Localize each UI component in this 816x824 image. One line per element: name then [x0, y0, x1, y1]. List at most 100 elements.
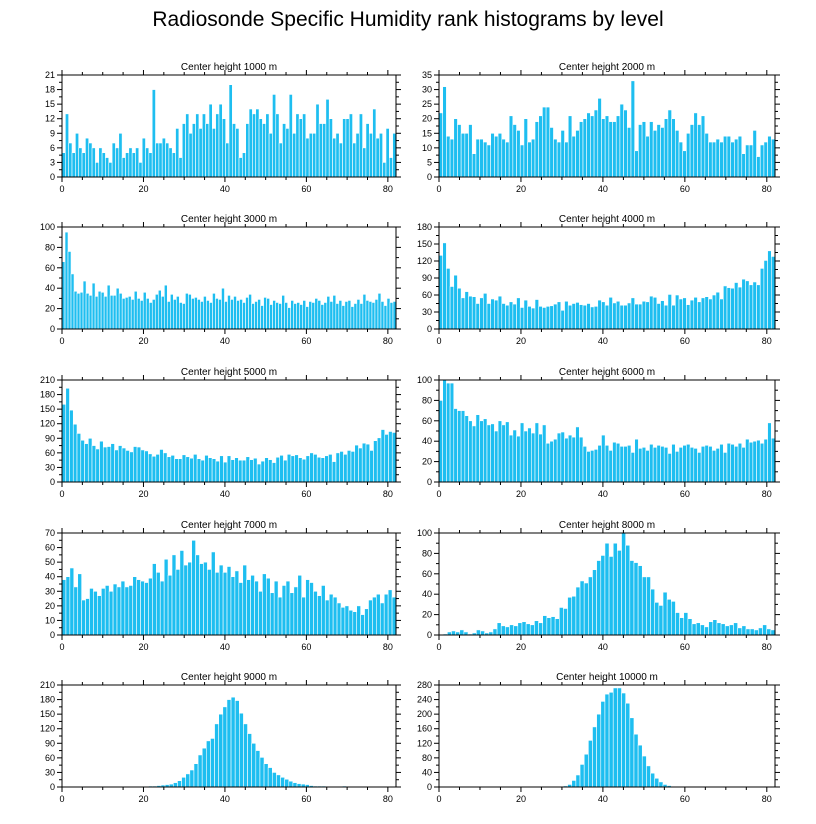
x-tick-label: 40	[598, 489, 608, 499]
histogram-bar	[215, 113, 220, 178]
histogram-bar	[328, 454, 333, 483]
histogram-bar	[98, 147, 103, 178]
histogram-bar	[652, 447, 658, 483]
histogram-bar	[601, 301, 606, 330]
histogram-bar	[545, 306, 551, 330]
histogram-bar	[623, 445, 628, 483]
histogram-bar	[294, 454, 299, 483]
y-tick-label: 120	[417, 738, 432, 748]
histogram-bar	[245, 297, 249, 330]
y-tick-label: 0	[427, 782, 432, 792]
histogram-bar	[645, 135, 650, 178]
panel-title: Center height 5000 m	[181, 367, 277, 378]
y-tick-label: 90	[45, 433, 55, 443]
histogram-bar	[704, 132, 709, 178]
histogram-bar	[654, 602, 660, 636]
histogram-bar	[604, 542, 610, 636]
histogram-bar	[749, 628, 755, 636]
histogram-bar	[78, 147, 83, 178]
histogram-bar	[133, 446, 138, 483]
histogram-bar	[382, 162, 387, 178]
y-tick-label: 100	[417, 528, 432, 538]
histogram-bar	[93, 590, 98, 636]
histogram-bar	[660, 445, 665, 483]
x-tick-label: 20	[516, 489, 526, 499]
histogram-bar	[136, 579, 141, 636]
x-tick-label: 0	[436, 184, 441, 194]
histogram-bar	[486, 144, 491, 178]
histogram-bar	[64, 231, 69, 330]
y-tick-label: 20	[45, 601, 55, 611]
histogram-bar	[250, 574, 255, 636]
histogram-bar	[468, 124, 473, 178]
histogram-bar	[288, 94, 293, 178]
y-tick-label: 150	[417, 239, 432, 249]
histogram-bar	[480, 630, 485, 636]
histogram-bar	[767, 250, 772, 330]
histogram-bar	[342, 118, 347, 178]
histogram-bar	[133, 290, 138, 330]
histogram-bar	[715, 448, 720, 483]
y-tick-label: 0	[50, 630, 55, 640]
panel-title: Center height 2000 m	[559, 62, 655, 73]
histogram-bar	[106, 284, 111, 330]
y-tick-label: 10	[422, 143, 432, 153]
histogram-bar	[586, 112, 591, 178]
histogram-bar	[691, 623, 697, 636]
histogram-bar	[211, 458, 217, 483]
histogram-bar	[723, 452, 728, 483]
histogram-bar	[678, 298, 683, 330]
x-tick-label: 20	[138, 642, 148, 652]
x-tick-label: 20	[516, 642, 526, 652]
histogram-bar	[167, 574, 173, 636]
histogram-panel: Center height 2000 m 0 20 40 60 80 0 5 10 15 20 25 3…	[422, 62, 780, 194]
histogram-bar	[711, 294, 717, 330]
histogram-bar	[695, 622, 701, 636]
histogram-bar	[483, 418, 488, 483]
histogram-panel: Center height 10000 m 0 20 40 60 80 0 40 80 120 16…	[417, 672, 780, 804]
histogram-bar	[335, 452, 341, 483]
histogram-bar	[125, 450, 130, 483]
histogram-bar	[608, 556, 614, 636]
histogram-bar	[534, 620, 539, 636]
histogram-bar	[151, 455, 157, 483]
histogram-bar	[278, 142, 283, 178]
panel-title: Center height 4000 m	[559, 214, 655, 225]
histogram-bar	[763, 438, 768, 483]
histogram-bar	[174, 458, 179, 483]
histogram-bar	[623, 109, 628, 178]
histogram-bar	[737, 286, 743, 330]
histogram-bar	[189, 769, 195, 788]
histogram-bar	[612, 441, 617, 483]
histogram-bar	[497, 132, 503, 178]
histogram-bar	[308, 301, 313, 330]
histogram-bar	[175, 128, 180, 178]
histogram-bar	[711, 450, 717, 483]
histogram-bar	[335, 132, 340, 178]
histogram-bar	[368, 132, 373, 178]
histogram-bar	[203, 561, 208, 636]
x-tick-label: 0	[436, 336, 441, 346]
histogram-bar	[737, 627, 743, 636]
histogram-bar	[567, 596, 573, 636]
histogram-bar	[356, 299, 361, 330]
x-tick-label: 0	[436, 794, 441, 804]
histogram-bar	[222, 706, 228, 788]
histogram-bar	[723, 285, 728, 330]
histogram-bar	[104, 585, 110, 636]
histogram-bar	[629, 560, 635, 636]
y-tick-label: 40	[45, 572, 55, 582]
histogram-bar	[173, 782, 178, 788]
histogram-bar	[509, 624, 514, 636]
histogram-bar	[178, 458, 183, 483]
x-tick-label: 60	[680, 794, 690, 804]
histogram-bar	[266, 577, 271, 636]
histogram-bar	[734, 138, 739, 178]
histogram-bar	[604, 304, 610, 330]
histogram-bar	[649, 443, 654, 483]
histogram-bar	[214, 723, 219, 788]
histogram-panel: Center height 3000 m 0 20 40 60 80 0 20 40 60 80 10…	[40, 214, 401, 346]
histogram-bar	[329, 301, 334, 330]
histogram-bar	[724, 625, 730, 636]
x-tick-label: 80	[762, 794, 772, 804]
